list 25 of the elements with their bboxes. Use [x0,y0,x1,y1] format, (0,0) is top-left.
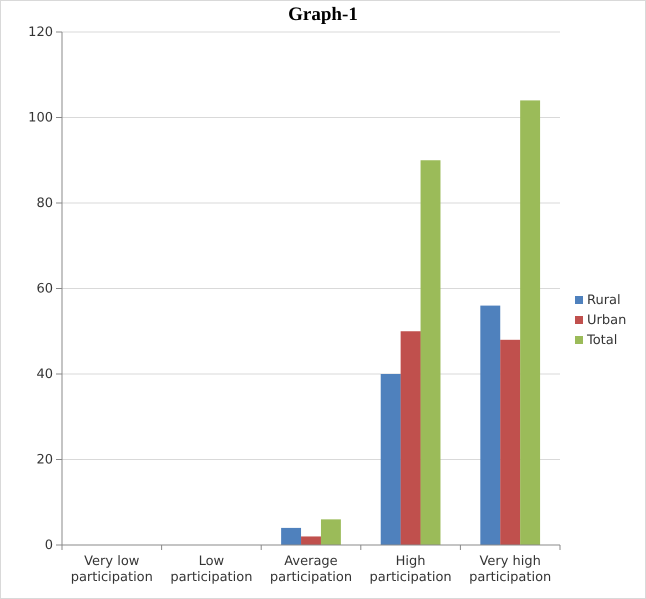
bar [480,306,500,545]
y-tick-label: 120 [28,25,53,40]
y-tick-label: 40 [36,367,53,382]
legend-label: Total [586,333,618,348]
bar [281,528,302,545]
x-tick-label: Average participation [270,554,352,585]
x-tick-label: Very low participation [70,554,153,585]
bar [420,160,440,545]
bar [500,340,520,545]
bar [380,374,401,545]
bar [400,331,421,545]
legend-label: Rural [587,293,621,308]
bar [320,519,341,545]
chart-title: Graph-1 [288,4,358,25]
x-tick-label: Low participation [170,554,252,585]
bar [301,536,321,545]
y-tick-label: 60 [36,282,53,297]
bar [520,100,540,545]
legend-label: Urban [587,313,626,328]
y-tick-label: 0 [44,538,53,554]
x-tick-label: Very high participation [469,554,552,585]
x-tick-label: High participation [370,554,452,585]
y-tick-label: 80 [36,196,53,212]
y-tick-label: 100 [28,110,53,126]
y-tick-label: 20 [36,452,53,468]
